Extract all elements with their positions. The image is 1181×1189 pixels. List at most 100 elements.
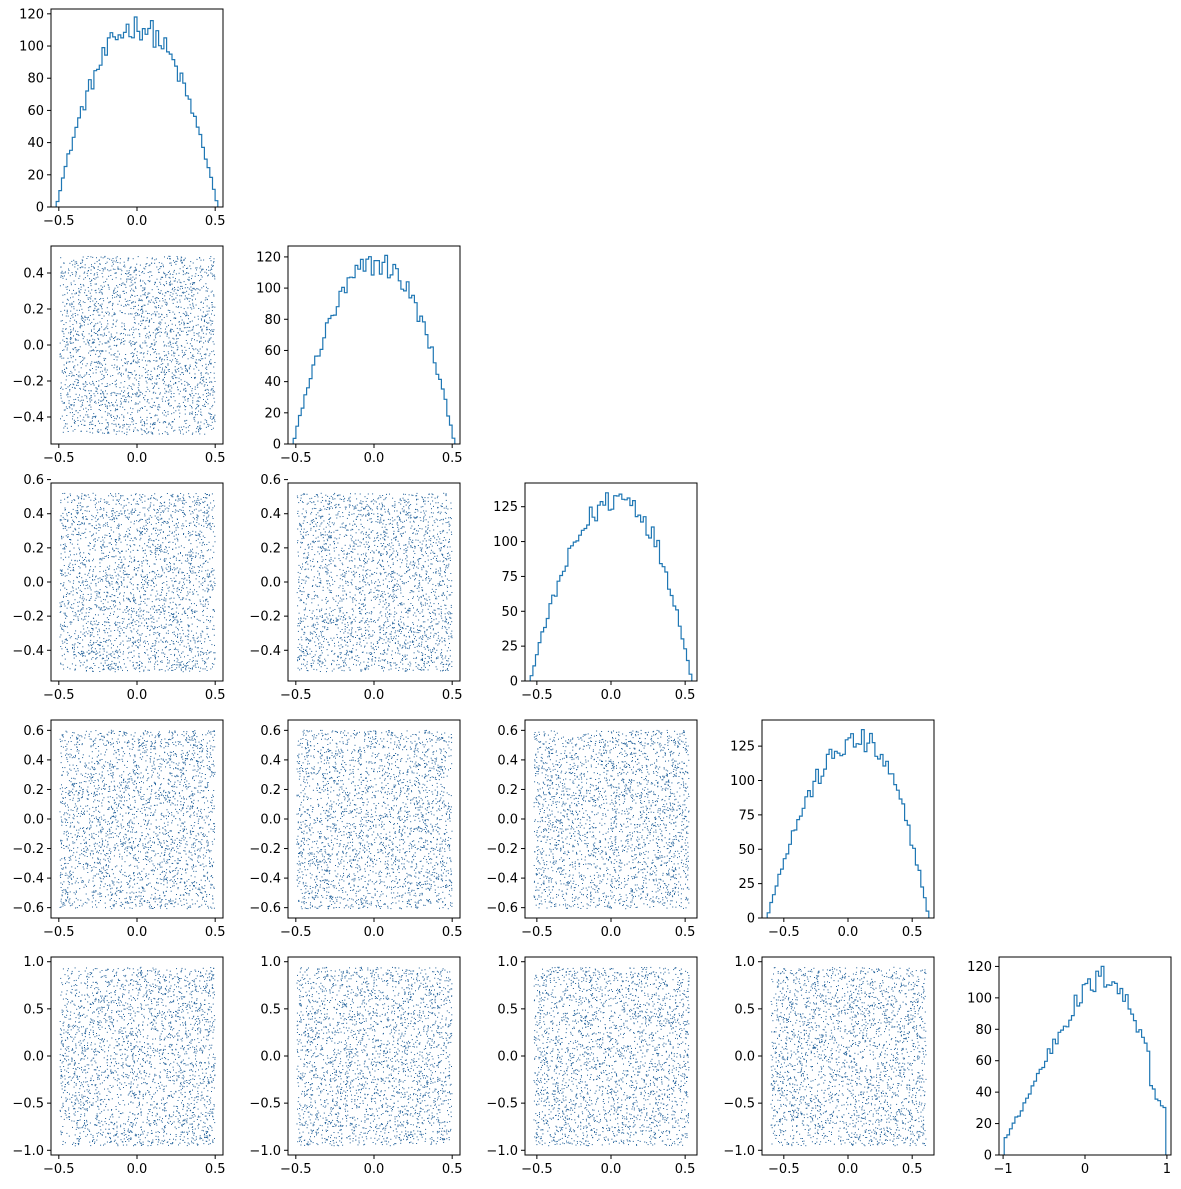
scatter-point — [156, 278, 158, 280]
scatter-point — [149, 319, 151, 321]
scatter-point — [101, 423, 103, 424]
scatter-point — [137, 403, 139, 405]
scatter-point — [177, 500, 179, 502]
scatter-point — [125, 534, 127, 536]
scatter-point — [62, 328, 64, 330]
scatter-point — [191, 550, 193, 552]
scatter-point — [173, 592, 174, 594]
scatter-point — [111, 315, 113, 317]
scatter-point — [182, 502, 184, 504]
scatter-point — [210, 584, 212, 586]
scatter-point — [167, 433, 169, 435]
scatter-point — [111, 364, 113, 366]
axes-frame — [998, 956, 1172, 1156]
scatter-point — [160, 661, 161, 663]
scatter-point — [60, 320, 62, 322]
scatter-point — [180, 552, 181, 554]
scatter-point — [186, 663, 188, 664]
scatter-point — [141, 347, 143, 349]
scatter-point — [154, 552, 156, 554]
scatter-point — [198, 350, 200, 352]
scatter-point — [141, 312, 143, 314]
scatter-point — [134, 403, 136, 405]
scatter-point — [154, 654, 156, 656]
scatter-point — [183, 547, 185, 549]
scatter-point — [123, 618, 125, 620]
scatter-point — [129, 540, 131, 541]
scatter-point — [199, 557, 201, 559]
scatter-point — [161, 566, 163, 568]
scatter-point — [73, 335, 74, 337]
scatter-point — [104, 609, 106, 611]
scatter-point — [81, 399, 83, 401]
scatter-point — [181, 256, 183, 258]
scatter-point — [195, 508, 197, 510]
scatter-point — [141, 290, 143, 292]
scatter-point — [71, 604, 73, 606]
scatter-point — [95, 333, 97, 334]
scatter-point — [86, 373, 88, 375]
scatter-point — [178, 662, 180, 663]
scatter-point — [156, 598, 158, 600]
scatter-point — [140, 416, 142, 418]
scatter-point — [206, 516, 208, 518]
scatter-point — [113, 644, 114, 646]
scatter-point — [66, 616, 68, 617]
scatter-point — [63, 548, 65, 550]
scatter-point — [102, 648, 104, 650]
scatter-point — [105, 327, 107, 329]
scatter-point — [102, 298, 104, 299]
scatter-point — [138, 374, 140, 376]
scatter-point — [146, 382, 148, 384]
scatter-point — [210, 337, 212, 339]
scatter-point — [113, 521, 115, 523]
scatter-point — [171, 669, 173, 671]
scatter-point — [72, 534, 74, 536]
scatter-point — [89, 301, 91, 303]
scatter-point — [203, 525, 205, 527]
scatter-point — [144, 287, 146, 289]
scatter-point — [98, 329, 99, 331]
scatter-point — [158, 522, 160, 523]
scatter-point — [176, 537, 178, 539]
scatter-point — [130, 363, 131, 365]
scatter-point — [165, 546, 167, 548]
scatter-point — [175, 616, 177, 618]
scatter-point — [69, 262, 71, 264]
scatter-point — [136, 503, 138, 505]
scatter-point — [61, 370, 63, 372]
scatter-point — [179, 329, 181, 331]
scatter-point — [172, 601, 174, 603]
scatter-point — [202, 405, 204, 407]
scatter-point — [143, 328, 145, 330]
scatter-point — [207, 275, 209, 277]
scatter-point — [142, 494, 144, 495]
scatter-point — [154, 656, 156, 657]
scatter-point — [150, 614, 152, 616]
scatter-point — [88, 560, 90, 562]
scatter-point — [79, 551, 81, 553]
scatter-point — [188, 577, 190, 579]
scatter-point — [168, 422, 170, 424]
scatter-point — [72, 415, 74, 417]
scatter-point — [209, 394, 211, 396]
scatter-point — [64, 626, 66, 627]
scatter-point — [211, 273, 213, 275]
scatter-point — [117, 338, 119, 340]
scatter-point — [126, 574, 128, 576]
scatter-point — [101, 293, 103, 295]
scatter-point — [175, 635, 176, 637]
scatter-point — [92, 548, 94, 549]
scatter-point — [69, 581, 71, 583]
scatter-point — [75, 339, 76, 341]
scatter-point — [173, 633, 175, 635]
scatter-point — [108, 657, 109, 659]
scatter-point — [166, 301, 168, 303]
scatter-point — [109, 582, 110, 584]
scatter-point — [110, 630, 112, 632]
scatter-point — [172, 293, 174, 295]
scatter-point — [71, 607, 73, 609]
scatter-point — [141, 309, 143, 310]
scatter-point — [83, 632, 85, 634]
scatter-point — [209, 417, 211, 419]
